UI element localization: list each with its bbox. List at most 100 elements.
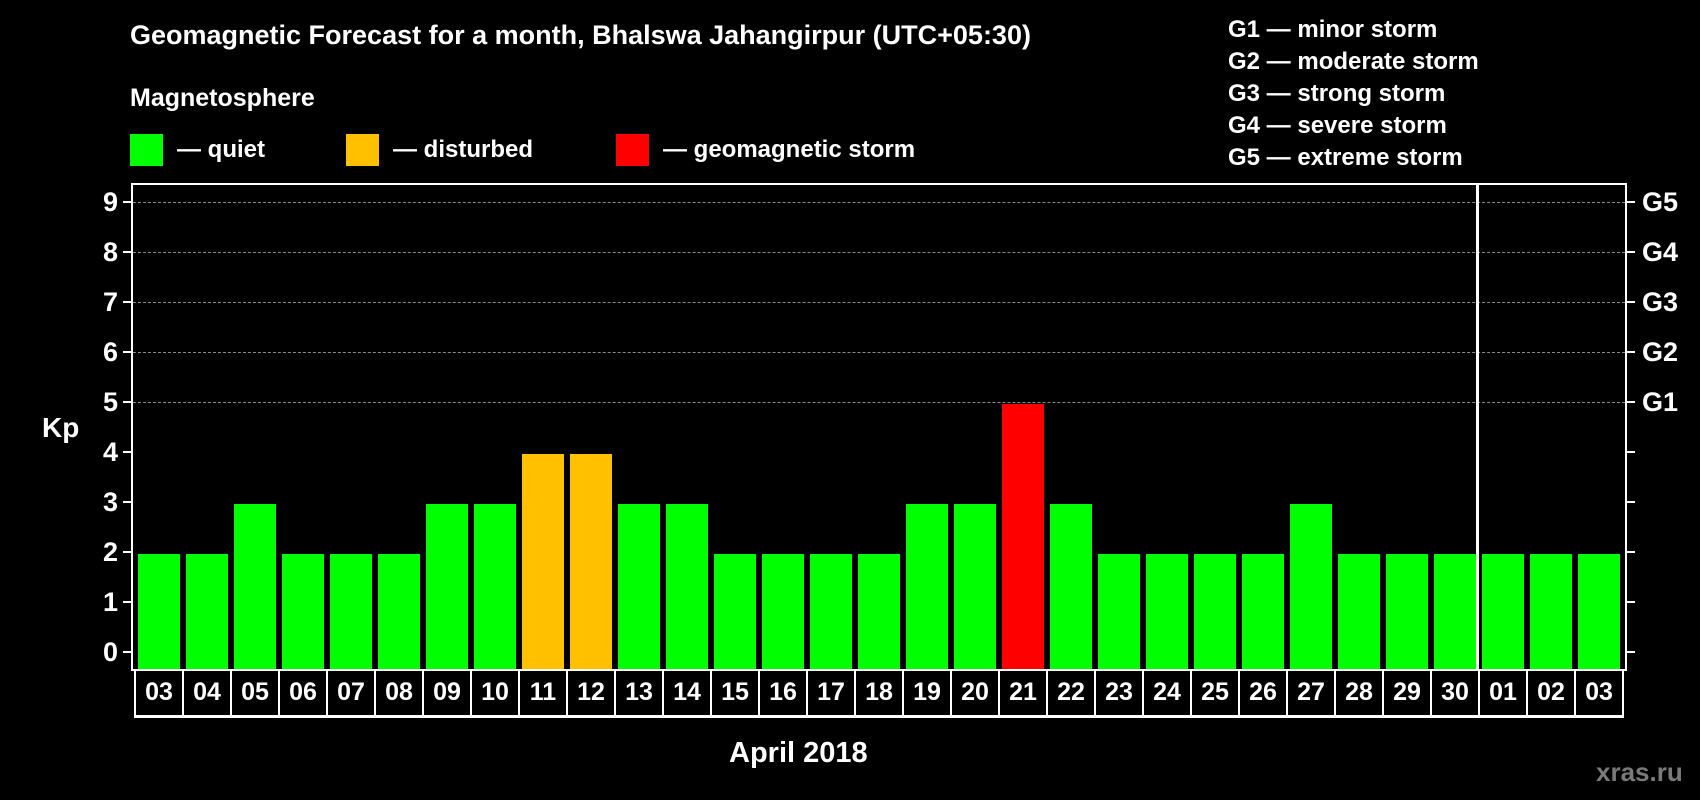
- date-cell: 18: [856, 669, 904, 715]
- bar-23: [1098, 554, 1140, 669]
- date-cell: 20: [952, 669, 1000, 715]
- bar-25: [1194, 554, 1236, 669]
- date-cell: 16: [760, 669, 808, 715]
- date-cell: 23: [1096, 669, 1144, 715]
- y-tick: [123, 651, 131, 653]
- y-tick-right: [1625, 601, 1635, 603]
- y-tick: [123, 301, 131, 303]
- date-cell: 06: [280, 669, 328, 715]
- y-tick: [123, 451, 131, 453]
- legend-label: — geomagnetic storm: [663, 136, 916, 163]
- watermark: xras.ru: [1596, 757, 1683, 787]
- g5-legend: G5 — extreme storm: [1228, 144, 1463, 171]
- g-scale-label: G5: [1642, 187, 1679, 217]
- y-tick-label: 1: [102, 587, 118, 617]
- y-tick-label: 6: [102, 337, 118, 367]
- date-cell: 30: [1432, 669, 1480, 715]
- bar-24: [1146, 554, 1188, 669]
- date-cell: 24: [1144, 669, 1192, 715]
- date-cell: 04: [184, 669, 232, 715]
- y-tick-right: [1625, 201, 1635, 203]
- bar-17: [810, 554, 852, 669]
- date-cell: 19: [904, 669, 952, 715]
- g1-legend: G1 — minor storm: [1228, 16, 1438, 43]
- x-axis-date-row: 03 04 05 06 07 08 09 10 11 12 13 14 15 16 17 18 19 20 21 22…: [134, 669, 1624, 718]
- y-tick-right: [1625, 351, 1635, 353]
- bar-26: [1242, 554, 1284, 669]
- y-tick: [123, 401, 131, 403]
- date-cell: 25: [1192, 669, 1240, 715]
- bar-10: [474, 504, 516, 669]
- date-cell: 22: [1048, 669, 1096, 715]
- y-tick-right: [1625, 251, 1635, 253]
- bar-29: [1386, 554, 1428, 669]
- y-tick-label: 9: [102, 187, 118, 217]
- y-tick-right: [1625, 401, 1635, 403]
- date-cell: 01: [1480, 669, 1528, 715]
- gridline: [133, 252, 1625, 253]
- bar-13: [618, 504, 660, 669]
- y-tick: [123, 251, 131, 253]
- y-tick-right: [1625, 451, 1635, 453]
- bar-01: [1482, 554, 1524, 669]
- date-cell: 15: [712, 669, 760, 715]
- bar-28: [1338, 554, 1380, 669]
- y-tick-label: 0: [102, 637, 118, 667]
- chart-subtitle: Magnetosphere: [130, 84, 315, 112]
- y-tick: [123, 501, 131, 503]
- bar-06: [282, 554, 324, 669]
- legend-storm: — geomagnetic storm: [616, 134, 915, 166]
- y-tick-right: [1625, 301, 1635, 303]
- date-cell: 07: [328, 669, 376, 715]
- date-cell: 03: [1576, 669, 1624, 715]
- gridline: [133, 202, 1625, 203]
- date-cell: 11: [520, 669, 568, 715]
- date-cell: 02: [1528, 669, 1576, 715]
- date-cell: 17: [808, 669, 856, 715]
- bar-03: [138, 554, 180, 669]
- g4-legend: G4 — severe storm: [1228, 112, 1447, 139]
- bar-05: [234, 504, 276, 669]
- bar-04: [186, 554, 228, 669]
- y-tick-right: [1625, 501, 1635, 503]
- legend-quiet: — quiet: [130, 134, 265, 166]
- y-tick-label: 4: [102, 437, 118, 467]
- bar-22: [1050, 504, 1092, 669]
- bar-09: [426, 504, 468, 669]
- storm-scale-legend: G1 — minor storm G2 — moderate storm G3 …: [1228, 14, 1479, 174]
- bar-11: [522, 454, 564, 669]
- g-scale-label: G4: [1642, 237, 1679, 267]
- bar-03: [1578, 554, 1620, 669]
- bar-20: [954, 504, 996, 669]
- bar-30: [1434, 554, 1476, 669]
- disturbed-swatch-icon: [346, 134, 379, 166]
- y-tick-right: [1625, 551, 1635, 553]
- bar-16: [762, 554, 804, 669]
- g-scale-label: G1: [1642, 387, 1679, 417]
- date-cell: 10: [472, 669, 520, 715]
- g2-legend: G2 — moderate storm: [1228, 48, 1479, 75]
- date-cell: 29: [1384, 669, 1432, 715]
- g-scale-label: G3: [1642, 287, 1679, 317]
- y-tick: [123, 551, 131, 553]
- gridline: [133, 352, 1625, 353]
- y-tick-label: 2: [102, 537, 118, 567]
- y-tick-label: 3: [102, 487, 118, 517]
- legend-disturbed: — disturbed: [346, 134, 533, 166]
- bar-19: [906, 504, 948, 669]
- date-cell: 05: [232, 669, 280, 715]
- y-tick-label: 7: [102, 287, 118, 317]
- bar-08: [378, 554, 420, 669]
- date-cell: 14: [664, 669, 712, 715]
- y-tick: [123, 201, 131, 203]
- bar-18: [858, 554, 900, 669]
- x-axis-label: April 2018: [729, 737, 868, 769]
- bar-14: [666, 504, 708, 669]
- y-tick-right: [1625, 651, 1635, 653]
- bar-21: [1002, 404, 1044, 669]
- date-cell: 13: [616, 669, 664, 715]
- y-axis-label: Kp: [42, 412, 80, 443]
- y-tick: [123, 351, 131, 353]
- g3-legend: G3 — strong storm: [1228, 80, 1446, 107]
- storm-swatch-icon: [616, 134, 649, 166]
